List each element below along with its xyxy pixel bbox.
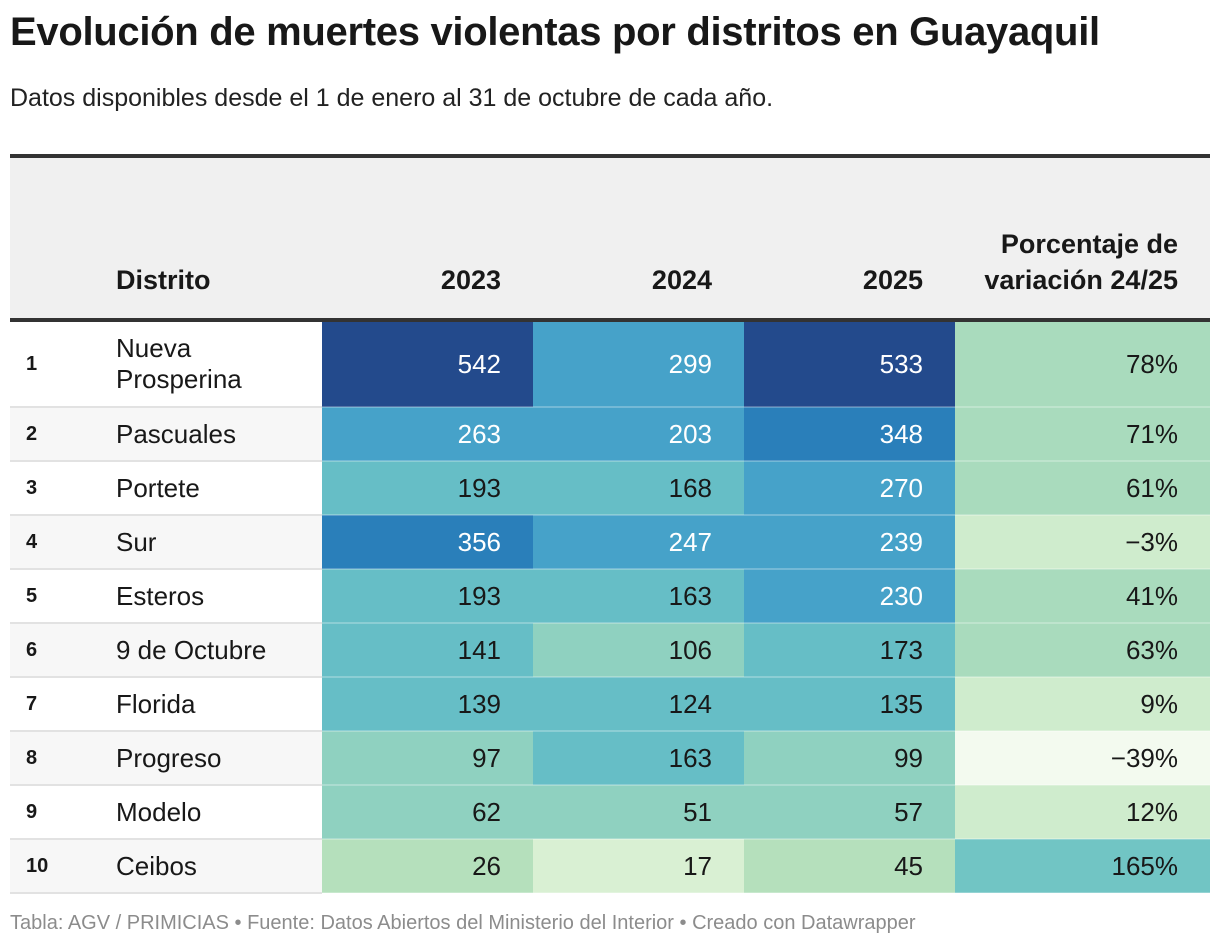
value-cell-2024: 163: [533, 569, 744, 624]
variation-cell: 165%: [955, 839, 1210, 894]
header-rank[interactable]: [10, 154, 116, 322]
value-cell-2025: 45: [744, 839, 955, 894]
distrito-cell: Pascuales: [116, 407, 322, 462]
chart-footer: Tabla: AGV / PRIMICIAS • Fuente: Datos A…: [10, 912, 916, 934]
rank-cell: 6: [10, 623, 116, 678]
table-row: 4 Sur 356 247 239 −3%: [10, 515, 1210, 570]
rank-cell: 4: [10, 515, 116, 570]
rank-cell: 5: [10, 569, 116, 624]
value-cell-2024: 203: [533, 407, 744, 462]
distrito-cell: Sur: [116, 515, 322, 570]
value-cell-2024: 299: [533, 320, 744, 408]
chart-subtitle: Datos disponibles desde el 1 de enero al…: [10, 84, 774, 112]
rank-cell: 1: [10, 320, 116, 408]
value-cell-2023: 542: [322, 320, 533, 408]
chart-title: Evolución de muertes violentas por distr…: [10, 10, 1100, 54]
variation-cell: 61%: [955, 461, 1210, 516]
variation-cell: 78%: [955, 320, 1210, 408]
variation-cell: 63%: [955, 623, 1210, 678]
distrito-cell: Florida: [116, 677, 322, 732]
value-cell-2024: 124: [533, 677, 744, 732]
value-cell-2023: 263: [322, 407, 533, 462]
rank-cell: 9: [10, 785, 116, 840]
rank-cell: 2: [10, 407, 116, 462]
value-cell-2025: 57: [744, 785, 955, 840]
header-variacion[interactable]: Porcentaje de variación 24/25: [955, 154, 1210, 322]
value-cell-2023: 62: [322, 785, 533, 840]
value-cell-2024: 168: [533, 461, 744, 516]
distrito-cell: 9 de Octubre: [116, 623, 322, 678]
table-header-row: Distrito 2023 2024 2025 Porcentaje de va…: [10, 154, 1210, 322]
variation-cell: 41%: [955, 569, 1210, 624]
value-cell-2024: 163: [533, 731, 744, 786]
value-cell-2024: 106: [533, 623, 744, 678]
value-cell-2023: 356: [322, 515, 533, 570]
variation-cell: −3%: [955, 515, 1210, 570]
value-cell-2024: 17: [533, 839, 744, 894]
data-table-container: Distrito 2023 2024 2025 Porcentaje de va…: [10, 154, 1210, 894]
table-row: 10 Ceibos 26 17 45 165%: [10, 839, 1210, 894]
distrito-cell: Esteros: [116, 569, 322, 624]
rank-cell: 10: [10, 839, 116, 894]
value-cell-2023: 97: [322, 731, 533, 786]
distrito-cell: Progreso: [116, 731, 322, 786]
value-cell-2023: 141: [322, 623, 533, 678]
value-cell-2025: 173: [744, 623, 955, 678]
header-2023[interactable]: 2023: [322, 154, 533, 322]
table-row: 8 Progreso 97 163 99 −39%: [10, 731, 1210, 786]
value-cell-2025: 99: [744, 731, 955, 786]
value-cell-2025: 230: [744, 569, 955, 624]
rank-cell: 8: [10, 731, 116, 786]
rank-cell: 7: [10, 677, 116, 732]
variation-cell: 9%: [955, 677, 1210, 732]
header-2024[interactable]: 2024: [533, 154, 744, 322]
header-2025[interactable]: 2025: [744, 154, 955, 322]
rank-cell: 3: [10, 461, 116, 516]
distrito-cell: Portete: [116, 461, 322, 516]
value-cell-2023: 193: [322, 461, 533, 516]
distrito-cell: Modelo: [116, 785, 322, 840]
header-distrito[interactable]: Distrito: [116, 154, 322, 322]
distrito-cell: Ceibos: [116, 839, 322, 894]
value-cell-2023: 193: [322, 569, 533, 624]
table-row: 7 Florida 139 124 135 9%: [10, 677, 1210, 732]
data-table: Distrito 2023 2024 2025 Porcentaje de va…: [10, 154, 1210, 894]
table-row: 1 Nueva Prosperina 542 299 533 78%: [10, 320, 1210, 408]
table-row: 2 Pascuales 263 203 348 71%: [10, 407, 1210, 462]
table-row: 9 Modelo 62 51 57 12%: [10, 785, 1210, 840]
table-row: 5 Esteros 193 163 230 41%: [10, 569, 1210, 624]
distrito-cell: Nueva Prosperina: [116, 320, 322, 408]
value-cell-2025: 239: [744, 515, 955, 570]
table-row: 3 Portete 193 168 270 61%: [10, 461, 1210, 516]
value-cell-2023: 139: [322, 677, 533, 732]
value-cell-2025: 135: [744, 677, 955, 732]
variation-cell: 12%: [955, 785, 1210, 840]
table-body: 1 Nueva Prosperina 542 299 533 78% 2 Pascuales 2…: [10, 320, 1210, 894]
variation-cell: −39%: [955, 731, 1210, 786]
variation-cell: 71%: [955, 407, 1210, 462]
value-cell-2025: 270: [744, 461, 955, 516]
value-cell-2025: 533: [744, 320, 955, 408]
value-cell-2023: 26: [322, 839, 533, 894]
value-cell-2024: 247: [533, 515, 744, 570]
value-cell-2025: 348: [744, 407, 955, 462]
value-cell-2024: 51: [533, 785, 744, 840]
